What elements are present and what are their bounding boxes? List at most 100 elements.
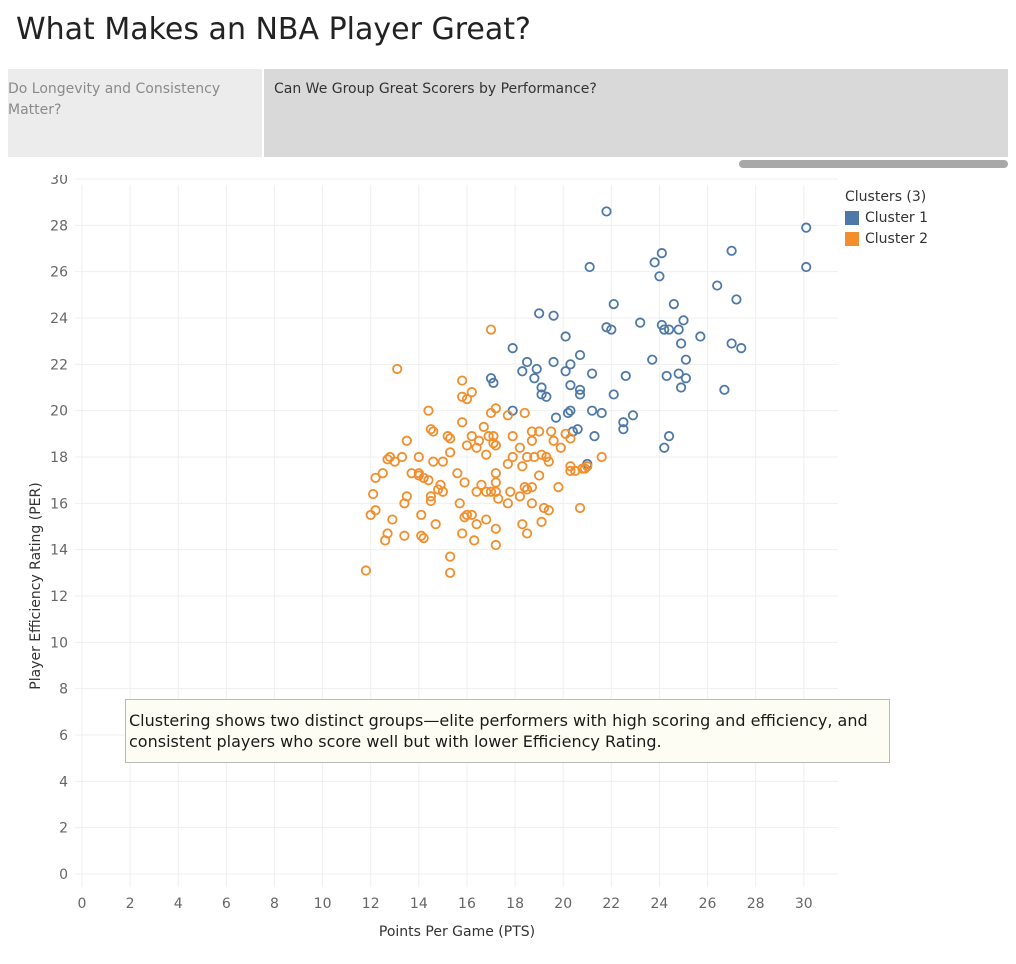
data-point-cluster-2 bbox=[425, 424, 436, 435]
data-point-cluster-1 bbox=[656, 248, 667, 259]
data-point-cluster-2 bbox=[428, 456, 439, 467]
data-point-cluster-1 bbox=[574, 389, 586, 400]
data-point-cluster-2 bbox=[543, 505, 554, 516]
data-point-cluster-1 bbox=[663, 431, 675, 442]
data-point-cluster-1 bbox=[654, 271, 665, 282]
data-point-cluster-1 bbox=[536, 389, 547, 400]
y-tick-label: 12 bbox=[50, 589, 68, 605]
data-point-cluster-2 bbox=[377, 468, 388, 479]
data-point-cluster-2 bbox=[437, 456, 448, 467]
y-tick-label: 30 bbox=[50, 175, 68, 188]
data-point-cluster-1 bbox=[488, 377, 499, 388]
data-point-cluster-2 bbox=[490, 539, 501, 551]
data-point-cluster-2 bbox=[507, 451, 518, 463]
data-point-cluster-2 bbox=[502, 410, 513, 421]
x-tick-label: 22 bbox=[602, 896, 620, 912]
data-point-cluster-1 bbox=[601, 322, 612, 333]
x-tick-label: 6 bbox=[222, 896, 231, 912]
data-point-cluster-2 bbox=[488, 431, 499, 442]
data-point-cluster-2 bbox=[490, 440, 501, 451]
data-point-cluster-2 bbox=[396, 451, 408, 463]
data-point-cluster-1 bbox=[675, 382, 687, 393]
data-point-cluster-2 bbox=[445, 447, 456, 458]
data-point-cluster-1 bbox=[719, 384, 730, 395]
y-tick-label: 0 bbox=[59, 867, 68, 883]
legend-item-cluster-2[interactable]: Cluster 2 bbox=[845, 228, 928, 249]
tab-longevity-consistency[interactable]: Do Longevity and Consistency Matter? bbox=[8, 69, 262, 157]
data-point-cluster-1 bbox=[659, 324, 670, 335]
data-point-cluster-2 bbox=[478, 421, 489, 432]
data-point-cluster-2 bbox=[553, 482, 564, 493]
x-tick-label: 0 bbox=[78, 896, 87, 912]
data-point-cluster-1 bbox=[618, 424, 629, 435]
horizontal-scrollbar[interactable] bbox=[739, 160, 1008, 168]
data-point-cluster-2 bbox=[454, 498, 465, 509]
annotation-box: Clustering shows two distinct groups—eli… bbox=[125, 699, 890, 763]
y-tick-label: 26 bbox=[50, 265, 68, 281]
data-point-cluster-1 bbox=[668, 299, 679, 310]
data-point-cluster-1 bbox=[589, 431, 600, 442]
data-point-cluster-1 bbox=[548, 356, 559, 368]
data-point-cluster-1 bbox=[586, 368, 598, 379]
data-point-cluster-2 bbox=[514, 442, 525, 453]
data-point-cluster-2 bbox=[522, 484, 533, 495]
legend-swatch bbox=[845, 231, 859, 246]
data-point-cluster-1 bbox=[647, 354, 658, 365]
data-point-cluster-2 bbox=[471, 442, 482, 453]
data-point-cluster-1 bbox=[608, 389, 619, 400]
x-tick-label: 26 bbox=[699, 896, 717, 912]
data-point-cluster-2 bbox=[519, 482, 530, 493]
data-point-cluster-2 bbox=[466, 509, 477, 521]
data-point-cluster-1 bbox=[635, 317, 646, 328]
data-point-cluster-1 bbox=[659, 442, 670, 453]
x-tick-label: 18 bbox=[506, 896, 524, 912]
dashboard-title: What Makes an NBA Player Great? bbox=[16, 12, 531, 47]
y-tick-label: 14 bbox=[50, 543, 68, 559]
tab-group-great-scorers[interactable]: Can We Group Great Scorers by Performanc… bbox=[264, 69, 1008, 157]
data-point-cluster-1 bbox=[565, 359, 576, 370]
data-point-cluster-2 bbox=[370, 472, 381, 483]
data-point-cluster-1 bbox=[731, 294, 742, 305]
data-point-cluster-2 bbox=[425, 495, 436, 507]
data-point-cluster-2 bbox=[461, 509, 473, 521]
data-point-cluster-2 bbox=[522, 451, 533, 463]
data-point-cluster-2 bbox=[437, 486, 448, 497]
data-point-cluster-1 bbox=[627, 410, 639, 421]
legend-item-cluster-1[interactable]: Cluster 1 bbox=[845, 207, 928, 228]
data-point-cluster-2 bbox=[485, 407, 497, 419]
data-point-cluster-2 bbox=[507, 431, 518, 442]
x-tick-label: 2 bbox=[126, 896, 135, 912]
x-tick-label: 10 bbox=[314, 896, 332, 912]
data-point-cluster-2 bbox=[596, 451, 607, 463]
data-point-cluster-2 bbox=[529, 451, 540, 463]
data-point-cluster-2 bbox=[399, 498, 410, 509]
data-point-cluster-2 bbox=[430, 519, 441, 530]
data-point-cluster-2 bbox=[466, 387, 477, 398]
y-tick-label: 28 bbox=[50, 218, 68, 234]
data-point-cluster-2 bbox=[517, 461, 528, 472]
data-point-cluster-2 bbox=[380, 535, 391, 546]
data-point-cluster-2 bbox=[493, 493, 504, 504]
data-point-cluster-2 bbox=[432, 484, 444, 495]
data-point-cluster-2 bbox=[461, 440, 473, 451]
data-point-cluster-2 bbox=[416, 509, 427, 521]
data-point-cluster-1 bbox=[572, 424, 583, 435]
data-point-cluster-2 bbox=[416, 530, 427, 541]
data-point-cluster-1 bbox=[661, 370, 672, 382]
data-point-cluster-1 bbox=[726, 338, 737, 349]
legend-swatch bbox=[845, 210, 859, 225]
x-tick-label: 20 bbox=[554, 896, 572, 912]
data-point-cluster-2 bbox=[519, 407, 530, 419]
data-point-cluster-2 bbox=[481, 514, 492, 525]
data-point-cluster-1 bbox=[522, 356, 533, 368]
data-point-cluster-1 bbox=[663, 324, 675, 335]
data-point-cluster-2 bbox=[548, 435, 559, 446]
data-point-cluster-1 bbox=[712, 280, 723, 291]
data-point-cluster-1 bbox=[801, 222, 812, 233]
data-point-cluster-2 bbox=[457, 417, 468, 428]
y-tick-label: 22 bbox=[50, 357, 68, 373]
data-point-cluster-2 bbox=[577, 463, 588, 474]
data-point-cluster-1 bbox=[680, 373, 692, 384]
y-tick-label: 24 bbox=[50, 311, 68, 327]
data-point-cluster-2 bbox=[555, 442, 566, 453]
